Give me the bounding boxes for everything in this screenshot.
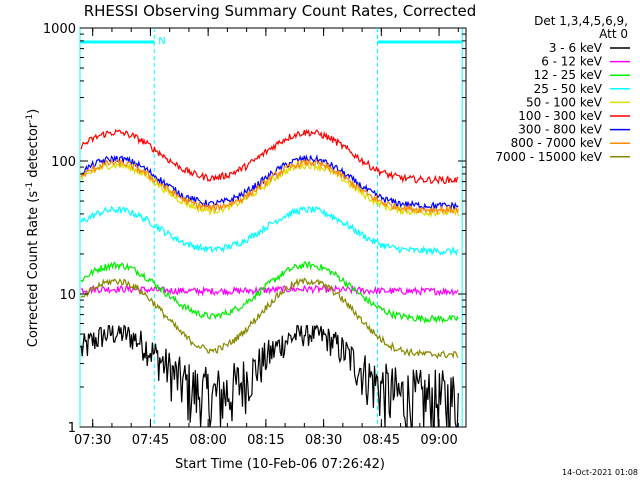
x-tick-label: 07:45 [132,433,169,448]
plot-frame [79,27,467,428]
legend-label: 6 - 12 keV [541,55,603,69]
legend-title-2: Att 0 [599,27,628,41]
x-tick-label: 07:30 [74,433,111,448]
y-tick-label: 1000 [43,22,76,37]
legend-label: 7000 - 15000 keV [495,150,602,164]
y-axis: 1 10 100 1000 [43,22,466,436]
chart-title: RHESSI Observing Summary Count Rates, Co… [84,2,477,20]
legend-title-1: Det 1,3,4,5,6,9, [534,14,628,28]
legend-label: 25 - 50 keV [534,82,603,96]
legend-label: 12 - 25 keV [534,68,603,82]
legend-label: 300 - 800 keV [518,123,602,137]
x-tick-label: 08:30 [305,433,342,448]
legend-label: 800 - 7000 keV [511,136,603,150]
y-tick-label: 1 [68,421,76,436]
night-marker-label: N [158,36,165,47]
legend-label: 3 - 6 keV [549,41,603,55]
y-axis-label-sup2: -1 [25,114,35,123]
x-axis-label: Start Time (10-Feb-06 07:26:42) [175,457,385,472]
series-line [80,128,459,186]
series-lines [80,128,459,428]
series-line [80,277,459,360]
x-tick-label: 08:45 [363,433,400,448]
series-line [80,158,459,216]
y-axis-label-mid: detector [26,122,41,182]
y-axis-label-end: ) [26,109,41,114]
legend-label: 100 - 300 keV [518,109,602,123]
night-markers: N [79,28,463,427]
x-tick-label: 08:00 [189,433,226,448]
series-line [80,205,459,257]
legend-label: 50 - 100 keV [526,95,603,109]
x-axis: 07:30 07:45 08:00 08:15 08:30 08:45 09:00 [74,28,459,448]
y-axis-label-main: Corrected Count Rate (s [26,191,41,348]
y-tick-label: 100 [51,155,76,170]
y-axis-label: Corrected Count Rate (s-1 detector-1) [25,109,41,347]
series-line [80,284,459,297]
y-tick-label: 10 [59,288,76,303]
series-line [80,324,459,428]
x-tick-label: 09:00 [420,433,457,448]
y-axis-label-sup1: -1 [25,182,35,191]
footer-timestamp: 14-Oct-2021 01:08 [562,468,638,477]
x-tick-label: 08:15 [247,433,284,448]
series-line [80,260,459,324]
